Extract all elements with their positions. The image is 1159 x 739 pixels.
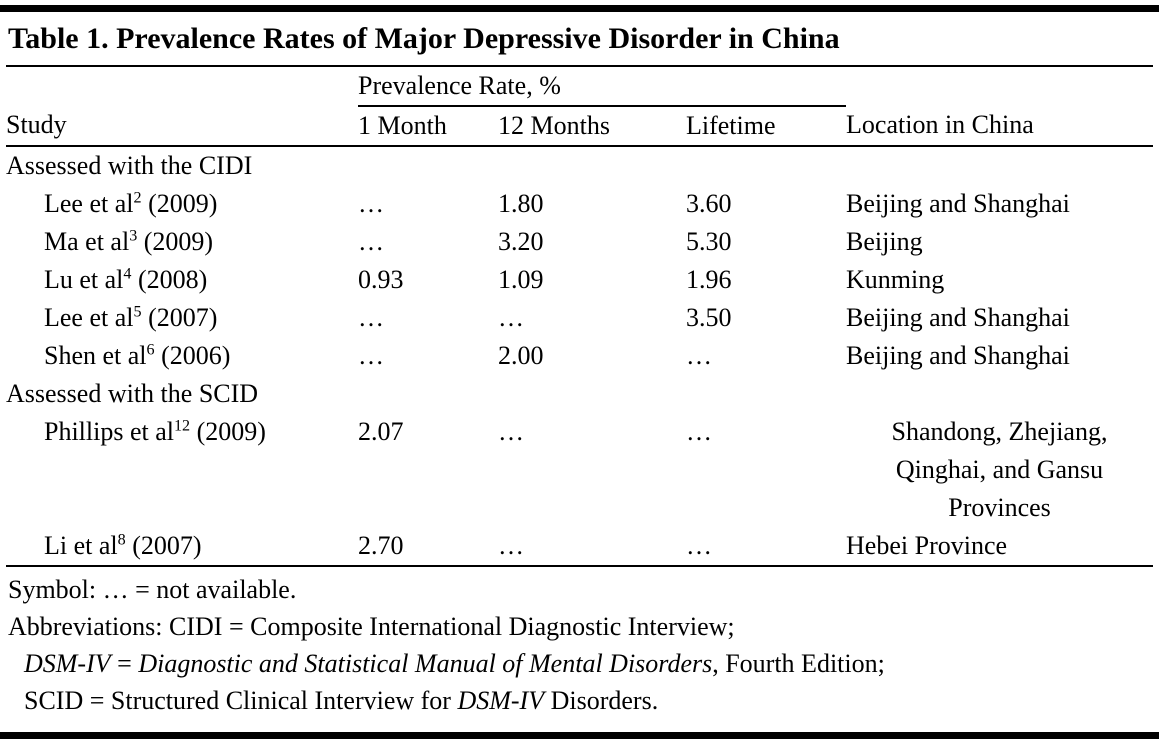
prevalence-lifetime-cell: … [686,531,712,560]
footnote-symbol: Symbol: … = not available. [8,575,297,604]
study-superscript: 2 [133,189,142,207]
column-header-12months: 12 Months [498,106,686,147]
study-cell: Lee et al2 (2009) [6,185,358,223]
prevalence-lifetime-cell: 3.60 [686,189,732,218]
table-row: Li et al8 (2007) 2.70 … … Hebei Province [6,527,1153,565]
study-year: (2006) [154,341,231,370]
location-cell: Beijing and Shanghai [846,341,1070,370]
study-year: (2007) [125,531,202,560]
study-superscript: 3 [129,227,138,245]
abbr-dsm-iv: DSM-IV [24,649,111,678]
spanner-header: Prevalence Rate, % [358,67,847,107]
study-name: Shen et al [44,341,147,370]
prevalence-1month-cell: 2.07 [358,417,404,446]
prevalence-lifetime-cell: 3.50 [686,303,732,332]
table-row: Lu et al4 (2008) 0.93 1.09 1.96 Kunming [6,261,1153,299]
table-row: Lee et al5 (2007) … … 3.50 Beijing and S… [6,299,1153,337]
study-year: (2008) [131,265,208,294]
study-name: Phillips et al [44,417,174,446]
location-cell: Shandong, Zhejiang, Qinghai, and Gansu P… [891,417,1108,522]
location-cell: Beijing and Shanghai [846,303,1070,332]
prevalence-lifetime-cell: … [686,417,712,446]
study-name: Li et al [44,531,118,560]
prevalence-lifetime-cell: 1.96 [686,265,732,294]
prevalence-1month-cell: … [358,227,384,256]
prevalence-12months-cell: 3.20 [498,227,544,256]
study-cell: Lee et al5 (2007) [6,299,358,337]
column-header-location: Location in China [846,106,1153,147]
study-superscript: 8 [117,531,126,549]
prevalence-1month-cell: 2.70 [358,531,404,560]
section-label: Assessed with the CIDI [6,151,253,180]
table-title: Table 1. Prevalence Rates of Major Depre… [6,12,1153,67]
column-header-lifetime: Lifetime [686,106,847,147]
prevalence-table: Prevalence Rate, % Study 1 Month 12 Mont… [6,67,1153,565]
study-superscript: 4 [123,265,132,283]
spanner-spacer-left [6,67,358,106]
table-row: Shen et al6 (2006) … 2.00 … Beijing and … [6,337,1153,375]
column-header-study: Study [6,106,358,147]
study-superscript: 6 [146,341,155,359]
bottom-rule [0,732,1159,739]
location-cell: Beijing and Shanghai [846,189,1070,218]
prevalence-12months-cell: 1.80 [498,189,544,218]
prevalence-12months-cell: … [498,417,524,446]
study-cell: Li et al8 (2007) [6,527,358,565]
prevalence-lifetime-cell: 5.30 [686,227,732,256]
study-year: (2007) [141,303,218,332]
footnote-abbreviations-3: SCID = Structured Clinical Interview for… [8,682,1153,719]
table-row: Ma et al3 (2009) … 3.20 5.30 Beijing [6,223,1153,261]
prevalence-1month-cell: 0.93 [358,265,404,294]
column-header-1month: 1 Month [358,106,498,147]
top-rule [0,5,1159,12]
prevalence-1month-cell: … [358,189,384,218]
location-cell: Hebei Province [846,531,1008,560]
spanner-row: Prevalence Rate, % [6,67,1153,107]
study-cell: Lu et al4 (2008) [6,261,358,299]
prevalence-lifetime-cell: … [686,341,712,370]
prevalence-1month-cell: … [358,303,384,332]
study-name: Ma et al [44,227,130,256]
table-row: Lee et al2 (2009) … 1.80 3.60 Beijing an… [6,185,1153,223]
table-footnotes: Symbol: … = not available. Abbreviations… [6,565,1153,719]
study-cell: Phillips et al12 (2009) [6,413,358,527]
abbr-scid-pre: SCID = Structured Clinical Interview for [24,686,458,715]
section-label: Assessed with the SCID [6,379,259,408]
prevalence-12months-cell: 1.09 [498,265,544,294]
table-row: Phillips et al12 (2009) 2.07 … … Shandon… [6,413,1153,527]
location-cell: Kunming [846,265,945,294]
study-year: (2009) [190,417,266,446]
study-superscript: 12 [174,417,191,435]
study-cell: Ma et al3 (2009) [6,223,358,261]
abbr-edition: , Fourth Edition; [712,649,885,678]
study-cell: Shen et al6 (2006) [6,337,358,375]
abbr-scid-tail: Disorders. [544,686,659,715]
abbr-equals: = [110,649,139,678]
abbr-manual-title: Diagnostic and Statistical Manual of Men… [138,649,713,678]
study-name: Lee et al [44,189,134,218]
study-year: (2009) [141,189,218,218]
spanner-spacer-right [846,67,1153,106]
study-year: (2009) [137,227,214,256]
footnote-abbreviations-1: Abbreviations: CIDI = Composite Internat… [8,612,735,641]
abbr-dsm-iv-2: DSM-IV [457,686,545,715]
study-superscript: 5 [133,303,142,321]
location-cell: Beijing [846,227,923,256]
prevalence-1month-cell: … [358,341,384,370]
section-row: Assessed with the CIDI [6,146,1153,185]
prevalence-12months-cell: … [498,531,524,560]
column-header-row: Study 1 Month 12 Months Lifetime Locatio… [6,106,1153,147]
prevalence-12months-cell: … [498,303,524,332]
study-name: Lu et al [44,265,124,294]
prevalence-12months-cell: 2.00 [498,341,544,370]
section-row: Assessed with the SCID [6,375,1153,413]
footnote-abbreviations-2: DSM-IV = Diagnostic and Statistical Manu… [8,645,1153,682]
study-name: Lee et al [44,303,134,332]
